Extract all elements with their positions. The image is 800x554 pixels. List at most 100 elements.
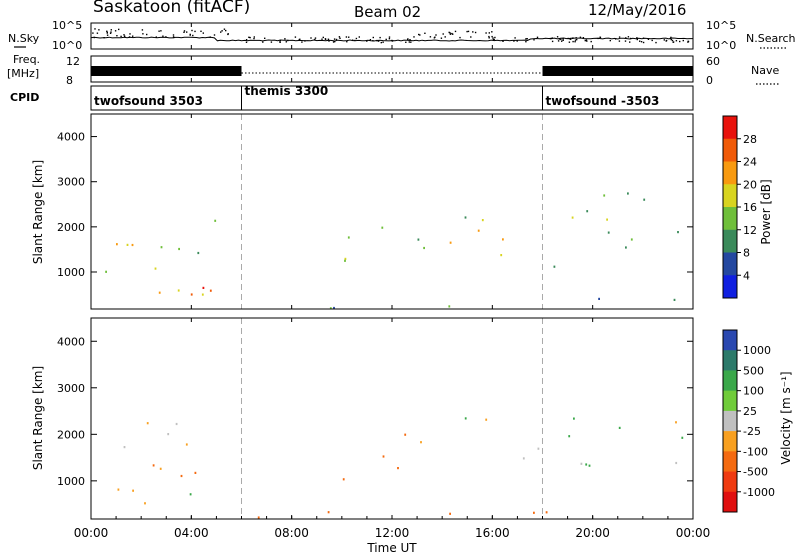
colorbar-segment	[723, 275, 737, 299]
nsearch-dot	[576, 38, 578, 41]
nsearch-dot	[467, 30, 470, 33]
echo-pixel	[449, 512, 451, 515]
echo-pixel	[681, 436, 684, 439]
nsearch-dot	[579, 36, 582, 38]
nsearch-tick-bottom: 10^0	[706, 39, 736, 52]
nsearch-dot	[120, 35, 122, 38]
nsearch-dot	[183, 30, 186, 32]
nsearch-dot	[223, 28, 226, 30]
nsearch-dot	[444, 36, 446, 38]
nsearch-dot	[557, 40, 560, 42]
colorbar-segment	[723, 491, 737, 513]
echo-pixel	[618, 426, 621, 429]
echo-pixel	[333, 306, 335, 310]
nsearch-dot	[647, 38, 650, 40]
echo-pixel	[132, 489, 134, 492]
echo-pixel	[382, 455, 385, 458]
nsearch-dot	[679, 40, 681, 43]
nsearch-dot	[409, 39, 411, 41]
echo-pixel	[116, 243, 118, 246]
nsearch-dot	[449, 33, 452, 35]
echo-pixel	[464, 417, 467, 420]
power-colorbar-label: Power [dB]	[759, 179, 773, 244]
y-tick-label: 2000	[57, 428, 85, 441]
nsearch-dot	[249, 36, 251, 39]
nsearch-dot	[485, 32, 487, 34]
velocity-panel-frame	[90, 317, 694, 520]
echo-pixel	[158, 291, 161, 294]
nsearch-dot	[466, 30, 468, 33]
nsearch-dot	[141, 29, 144, 31]
y-tick-label: 1000	[57, 475, 85, 488]
nave-tick-top: 60	[706, 55, 720, 68]
echo-pixel	[675, 461, 678, 465]
colorbar-tick-label: 1000	[743, 344, 771, 357]
echo-pixel	[630, 238, 633, 241]
colorbar-tick-label: -100	[743, 445, 768, 458]
echo-pixel	[448, 305, 451, 308]
nsearch-dot	[123, 34, 125, 36]
nsearch-dot	[567, 37, 569, 40]
nsearch-dot	[424, 32, 426, 34]
nsearch-dot	[106, 34, 109, 36]
nsearch-dot	[132, 35, 134, 37]
echo-pixel	[194, 471, 197, 474]
nsearch-dot	[413, 36, 415, 38]
echo-pixel	[180, 474, 183, 478]
power-heatmap	[105, 114, 679, 310]
nsearch-dot	[262, 41, 264, 43]
echo-pixel	[643, 198, 646, 201]
nsearch-dot	[494, 36, 496, 39]
echo-pixel	[625, 246, 627, 249]
nsearch-dot	[533, 39, 535, 41]
x-axis: 00:00 04:00 08:00 12:00 16:00 20:00 00:00	[74, 23, 711, 540]
echo-pixel	[105, 270, 107, 273]
echo-pixel	[603, 194, 606, 197]
nsearch-dot	[449, 32, 451, 34]
nsearch-dot	[663, 39, 665, 41]
nsearch-dot	[298, 38, 300, 41]
nsearch-dot	[372, 40, 374, 42]
colorbar-tick-label: 500	[743, 364, 764, 377]
echo-pixel	[146, 422, 149, 425]
y-tick-label: 3000	[57, 382, 85, 395]
nsearch-dot	[186, 31, 188, 33]
nsearch-dot	[333, 38, 336, 40]
echo-pixel	[152, 464, 155, 467]
echo-pixel	[154, 267, 157, 270]
nsearch-dot	[440, 37, 443, 39]
nsearch-dot	[551, 37, 553, 39]
nsearch-dot	[245, 39, 248, 41]
freq-band-1	[91, 66, 242, 76]
nsearch-dot	[98, 29, 100, 31]
cpid-segments: twofsound 3503 themis 3300 twofsound -3503	[94, 84, 659, 110]
nsearch-dot	[172, 34, 175, 36]
colorbar-segment	[723, 252, 737, 276]
cpid-segment-label: twofsound 3503	[94, 94, 203, 108]
nsky-label: N.Sky	[8, 32, 40, 45]
nsearch-dot	[585, 39, 588, 41]
nsearch-dot	[245, 41, 248, 43]
echo-pixel	[347, 236, 350, 239]
x-axis-label: Time UT	[366, 541, 417, 554]
nsearch-dot	[380, 41, 382, 44]
nsearch-dot	[526, 38, 528, 40]
nsearch-dot	[562, 38, 564, 40]
beam-title: Beam 02	[354, 3, 421, 21]
x-tick-label: 00:00	[676, 526, 711, 540]
colorbar-segment	[723, 330, 737, 351]
nsearch-dot	[270, 41, 273, 43]
nsearch-dot	[655, 41, 657, 44]
nsearch-dot	[183, 31, 185, 33]
x-tick-label: 16:00	[475, 526, 510, 540]
nsearch-dot	[570, 38, 572, 40]
nsearch-dot	[590, 40, 592, 43]
nsearch-dot	[346, 41, 348, 43]
nsearch-dot	[569, 38, 571, 40]
nsearch-dot	[110, 29, 112, 31]
echo-pixel	[537, 447, 540, 450]
colorbar-tick-label: 25	[743, 405, 757, 418]
nsearch-dot	[672, 41, 675, 43]
nsearch-dot	[162, 35, 164, 37]
nsearch-dot	[502, 40, 504, 42]
